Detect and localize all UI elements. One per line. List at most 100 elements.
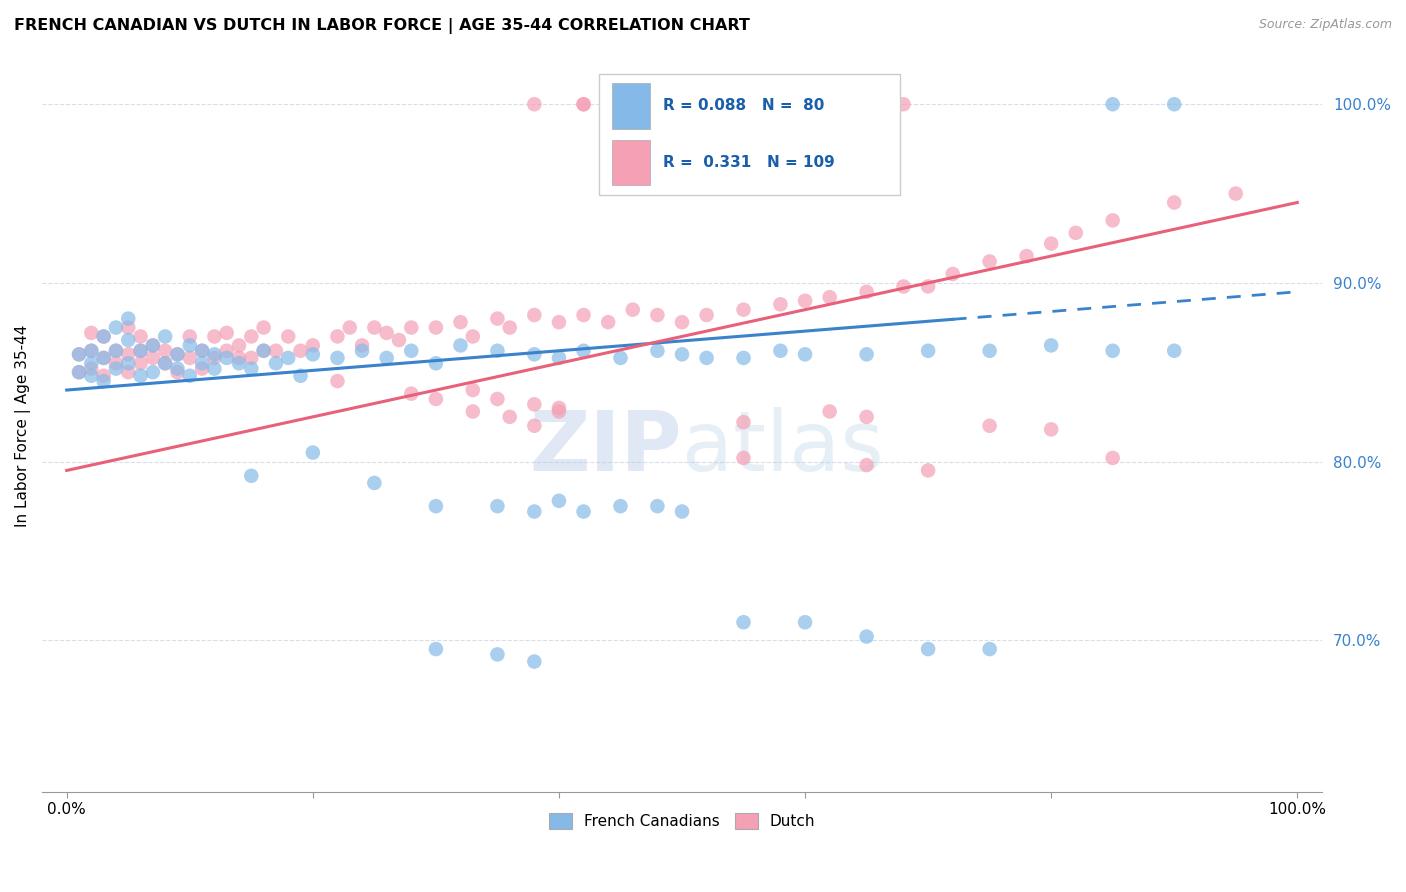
Dutch <box>621 302 644 317</box>
Dutch <box>572 97 595 112</box>
Dutch <box>179 329 201 343</box>
Dutch <box>917 279 939 293</box>
Dutch <box>855 97 877 112</box>
French Canadians <box>486 648 509 662</box>
French Canadians <box>425 356 447 370</box>
French Canadians <box>290 368 312 383</box>
Dutch <box>818 290 841 304</box>
French Canadians <box>80 368 103 383</box>
Dutch <box>228 351 250 365</box>
Dutch <box>523 308 546 322</box>
Dutch <box>486 311 509 326</box>
Dutch <box>93 368 115 383</box>
Y-axis label: In Labor Force | Age 35-44: In Labor Force | Age 35-44 <box>15 325 31 527</box>
Dutch <box>117 347 139 361</box>
Dutch <box>401 320 423 334</box>
French Canadians <box>1101 343 1123 358</box>
Dutch <box>450 315 472 329</box>
Dutch <box>117 320 139 334</box>
Dutch <box>153 356 176 370</box>
Dutch <box>671 97 693 112</box>
Dutch <box>1225 186 1247 201</box>
French Canadians <box>486 343 509 358</box>
Dutch <box>794 293 817 308</box>
Dutch <box>696 97 718 112</box>
French Canadians <box>191 343 214 358</box>
Text: atlas: atlas <box>682 408 884 488</box>
French Canadians <box>572 343 595 358</box>
Dutch <box>129 329 152 343</box>
French Canadians <box>671 347 693 361</box>
Dutch <box>461 329 484 343</box>
Dutch <box>671 315 693 329</box>
Dutch <box>290 343 312 358</box>
Dutch <box>1015 249 1038 263</box>
Dutch <box>117 365 139 379</box>
French Canadians <box>104 343 127 358</box>
French Canadians <box>1101 97 1123 112</box>
French Canadians <box>104 320 127 334</box>
Dutch <box>401 386 423 401</box>
Dutch <box>80 361 103 376</box>
French Canadians <box>609 351 631 365</box>
Dutch <box>499 409 522 424</box>
French Canadians <box>1163 97 1185 112</box>
French Canadians <box>264 356 287 370</box>
Dutch <box>942 267 965 281</box>
French Canadians <box>855 630 877 644</box>
French Canadians <box>769 343 792 358</box>
Dutch <box>104 356 127 370</box>
Dutch <box>240 351 263 365</box>
Dutch <box>142 338 165 352</box>
Dutch <box>166 347 188 361</box>
Dutch <box>339 320 361 334</box>
French Canadians <box>215 351 238 365</box>
French Canadians <box>80 356 103 370</box>
French Canadians <box>142 338 165 352</box>
French Canadians <box>733 615 755 630</box>
Dutch <box>425 392 447 406</box>
Dutch <box>979 254 1001 268</box>
French Canadians <box>93 329 115 343</box>
French Canadians <box>179 338 201 352</box>
French Canadians <box>67 347 90 361</box>
Dutch <box>818 97 841 112</box>
Dutch <box>609 97 631 112</box>
Dutch <box>191 361 214 376</box>
French Canadians <box>142 365 165 379</box>
Dutch <box>1101 450 1123 465</box>
Dutch <box>179 351 201 365</box>
FancyBboxPatch shape <box>612 139 650 186</box>
Dutch <box>129 356 152 370</box>
Dutch <box>1064 226 1087 240</box>
French Canadians <box>548 493 571 508</box>
French Canadians <box>252 343 274 358</box>
French Canadians <box>523 504 546 518</box>
Dutch <box>647 308 669 322</box>
French Canadians <box>609 499 631 513</box>
Dutch <box>215 326 238 340</box>
Dutch <box>153 343 176 358</box>
Dutch <box>80 326 103 340</box>
Dutch <box>893 279 915 293</box>
French Canadians <box>240 361 263 376</box>
Dutch <box>769 297 792 311</box>
French Canadians <box>80 343 103 358</box>
French Canadians <box>696 351 718 365</box>
French Canadians <box>425 642 447 657</box>
Text: R =  0.331   N = 109: R = 0.331 N = 109 <box>662 155 835 170</box>
Dutch <box>326 329 349 343</box>
Dutch <box>598 315 620 329</box>
Dutch <box>166 365 188 379</box>
Dutch <box>818 404 841 418</box>
Dutch <box>917 463 939 477</box>
Dutch <box>80 343 103 358</box>
Dutch <box>277 329 299 343</box>
Dutch <box>326 374 349 388</box>
Dutch <box>855 409 877 424</box>
French Canadians <box>117 333 139 347</box>
French Canadians <box>93 374 115 388</box>
French Canadians <box>129 368 152 383</box>
Dutch <box>67 365 90 379</box>
Dutch <box>252 343 274 358</box>
